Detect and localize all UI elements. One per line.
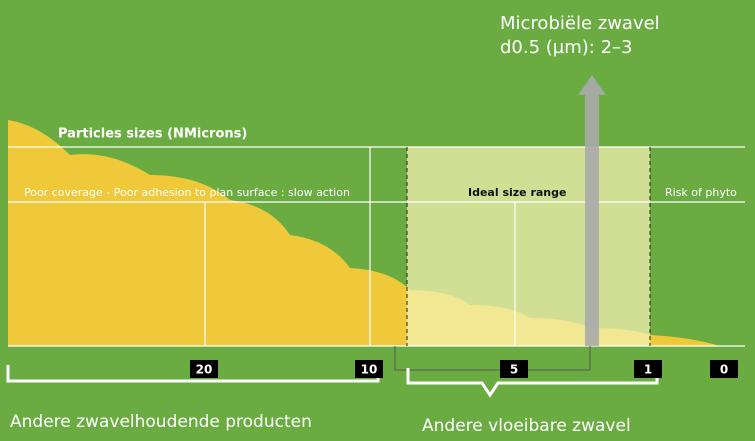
- callout-line: Microbiële zwavel: [500, 13, 660, 34]
- tick-box: [500, 360, 528, 378]
- zone-label: Poor coverage - Poor adhesion to plan su…: [24, 186, 350, 199]
- tick-label: 0: [720, 363, 728, 377]
- tick-labels: 20 10 5 1 0: [190, 360, 738, 378]
- particle-curve: [8, 120, 720, 346]
- group-label: Andere vloeibare zwavel: [422, 416, 631, 436]
- zone-label: Ideal size range: [468, 186, 566, 199]
- tick-label: 10: [361, 363, 378, 377]
- particle-bumps: [8, 323, 290, 346]
- grid: [8, 146, 745, 347]
- bracket-right: [406, 368, 659, 398]
- title: Particles sizes (NMicrons): [58, 127, 247, 142]
- tick-label: 5: [510, 363, 518, 377]
- group-label: Andere zwavelhoudende producten: [10, 412, 312, 432]
- tick-box: [634, 360, 662, 378]
- tick-box: [355, 360, 383, 378]
- ideal-range: [407, 147, 650, 346]
- zone-label: Risk of phyto: [665, 186, 737, 199]
- tick-label: 20: [196, 363, 213, 377]
- arrow: [578, 75, 606, 346]
- tick-box: [190, 360, 218, 378]
- tick-box: [710, 360, 738, 378]
- callout-line: d0.5 (µm): 2–3: [500, 37, 633, 58]
- tick-label: 1: [644, 363, 652, 377]
- callout-frame: [394, 346, 591, 371]
